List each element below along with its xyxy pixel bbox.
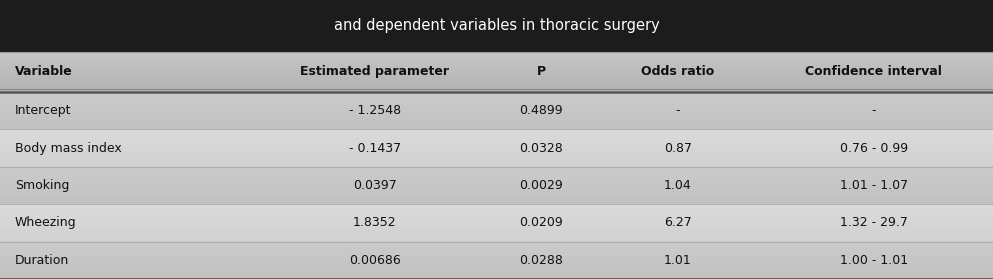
Text: Duration: Duration (15, 254, 70, 267)
Text: Estimated parameter: Estimated parameter (300, 65, 450, 78)
Text: 0.00686: 0.00686 (349, 254, 401, 267)
Text: Intercept: Intercept (15, 104, 71, 117)
Text: 6.27: 6.27 (664, 217, 691, 229)
Text: 1.32 - 29.7: 1.32 - 29.7 (840, 217, 908, 229)
Text: Smoking: Smoking (15, 179, 70, 192)
Text: 0.0328: 0.0328 (519, 142, 563, 155)
Text: Body mass index: Body mass index (15, 142, 122, 155)
Text: - 1.2548: - 1.2548 (349, 104, 401, 117)
Text: 0.0209: 0.0209 (519, 217, 563, 229)
Text: Odds ratio: Odds ratio (641, 65, 714, 78)
Text: -: - (872, 104, 876, 117)
Text: - 0.1437: - 0.1437 (349, 142, 401, 155)
Text: P: P (536, 65, 546, 78)
Text: and dependent variables in thoracic surgery: and dependent variables in thoracic surg… (334, 18, 659, 33)
FancyBboxPatch shape (0, 0, 993, 52)
Text: 0.0397: 0.0397 (353, 179, 397, 192)
Text: 0.76 - 0.99: 0.76 - 0.99 (840, 142, 908, 155)
Text: Confidence interval: Confidence interval (805, 65, 942, 78)
Text: 0.87: 0.87 (663, 142, 692, 155)
Text: -: - (675, 104, 680, 117)
Text: 1.00 - 1.01: 1.00 - 1.01 (840, 254, 908, 267)
Text: Variable: Variable (15, 65, 72, 78)
Text: 0.0029: 0.0029 (519, 179, 563, 192)
Text: 1.8352: 1.8352 (354, 217, 396, 229)
Text: 1.01 - 1.07: 1.01 - 1.07 (840, 179, 908, 192)
Text: 0.0288: 0.0288 (519, 254, 563, 267)
Text: 0.4899: 0.4899 (519, 104, 563, 117)
Text: 1.01: 1.01 (664, 254, 691, 267)
Text: Wheezing: Wheezing (15, 217, 76, 229)
Text: 1.04: 1.04 (664, 179, 691, 192)
